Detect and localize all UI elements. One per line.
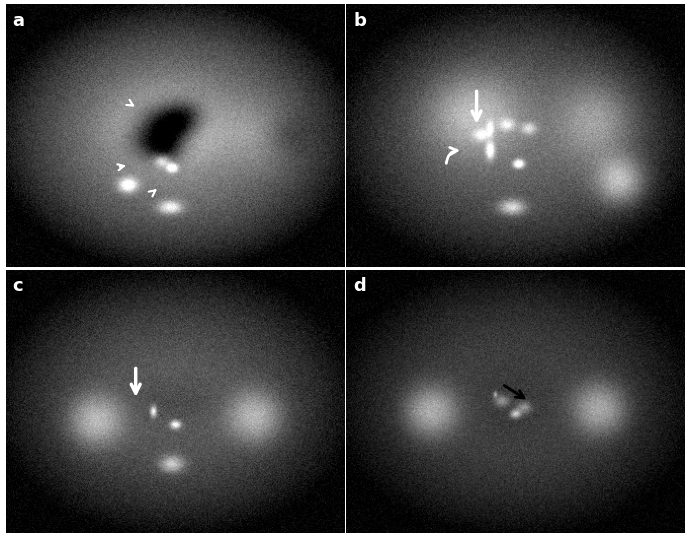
- Text: d: d: [353, 278, 366, 295]
- Text: a: a: [12, 12, 24, 30]
- Text: c: c: [12, 278, 23, 295]
- Text: b: b: [353, 12, 366, 30]
